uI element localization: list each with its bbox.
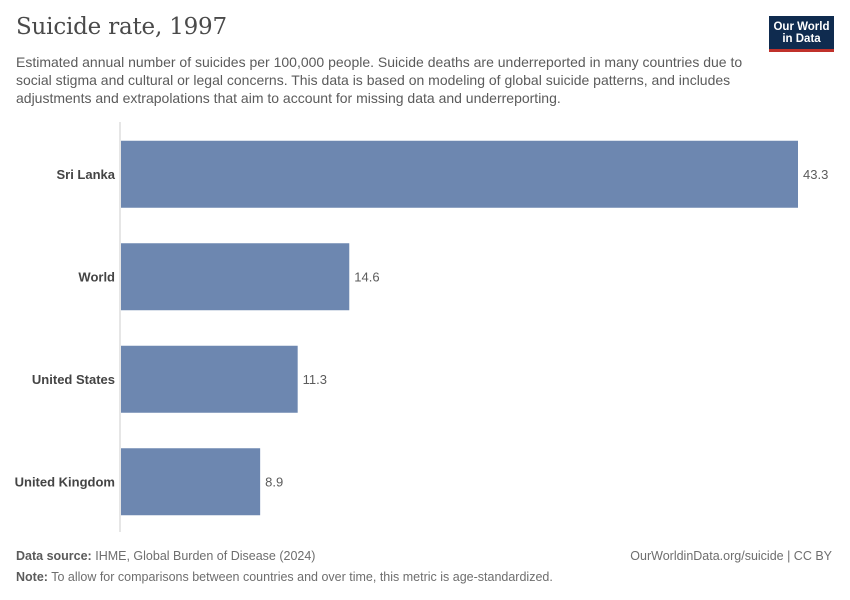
value-label: 43.3 [803,167,828,182]
value-label: 8.9 [265,474,283,489]
category-label: United Kingdom [15,474,115,489]
category-label: Sri Lanka [56,167,115,182]
bar-united-states[interactable] [121,345,298,413]
note-text: To allow for comparisons between countri… [51,570,553,584]
chart-note: Note: To allow for comparisons between c… [16,570,553,584]
data-source-link[interactable]: IHME, Global Burden of Disease (2024) [95,549,316,563]
chart-title: Suicide rate, 1997 [16,14,227,40]
note-label: Note: [16,570,48,584]
logo-line-2: in Data [782,32,821,45]
value-label: 14.6 [354,269,379,284]
category-label: United States [32,372,115,387]
category-label: World [78,269,115,284]
credit-link[interactable]: OurWorldinData.org/suicide | CC BY [630,549,832,563]
data-source: Data source: IHME, Global Burden of Dise… [16,549,315,563]
chart-subtitle: Estimated annual number of suicides per … [16,54,743,106]
value-label: 11.3 [303,372,327,387]
bar-united-kingdom[interactable] [121,448,261,516]
owid-logo[interactable]: Our World in Data [769,16,834,52]
bar-world[interactable] [121,243,350,311]
logo-line-1: Our World [773,20,830,33]
bar-sri-lanka[interactable] [121,140,798,208]
data-source-label: Data source: [16,549,92,563]
